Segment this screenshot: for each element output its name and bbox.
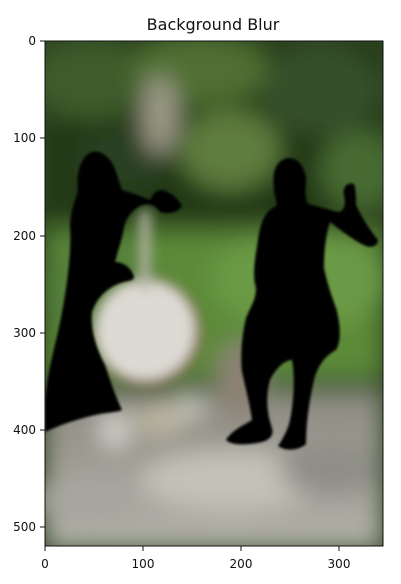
y-tick: 0 xyxy=(28,34,45,48)
y-tick-label: 0 xyxy=(28,34,36,48)
y-tick-label: 500 xyxy=(13,520,36,534)
blurred-photo xyxy=(45,41,383,546)
x-tick: 0 xyxy=(41,546,49,571)
y-tick: 400 xyxy=(13,423,45,437)
x-tick: 200 xyxy=(230,546,253,571)
x-axis: 0 100 200 300 xyxy=(41,546,350,571)
silhouette-right-person xyxy=(226,158,378,450)
y-tick: 200 xyxy=(13,229,45,243)
y-axis: 0 100 200 300 400 500 xyxy=(13,34,45,534)
x-tick: 100 xyxy=(132,546,155,571)
y-tick-label: 200 xyxy=(13,229,36,243)
y-tick-label: 300 xyxy=(13,326,36,340)
plot-frame xyxy=(44,40,384,547)
y-tick: 300 xyxy=(13,326,45,340)
y-tick-label: 100 xyxy=(13,131,36,145)
x-tick-label: 300 xyxy=(328,557,351,571)
x-tick-label: 100 xyxy=(132,557,155,571)
x-tick-label: 200 xyxy=(230,557,253,571)
chart-title: Background Blur xyxy=(147,15,280,34)
y-tick: 500 xyxy=(13,520,45,534)
x-tick-label: 0 xyxy=(41,557,49,571)
silhouette-left-person xyxy=(45,151,182,432)
x-tick: 300 xyxy=(328,546,351,571)
y-tick: 100 xyxy=(13,131,45,145)
y-tick-label: 400 xyxy=(13,423,36,437)
